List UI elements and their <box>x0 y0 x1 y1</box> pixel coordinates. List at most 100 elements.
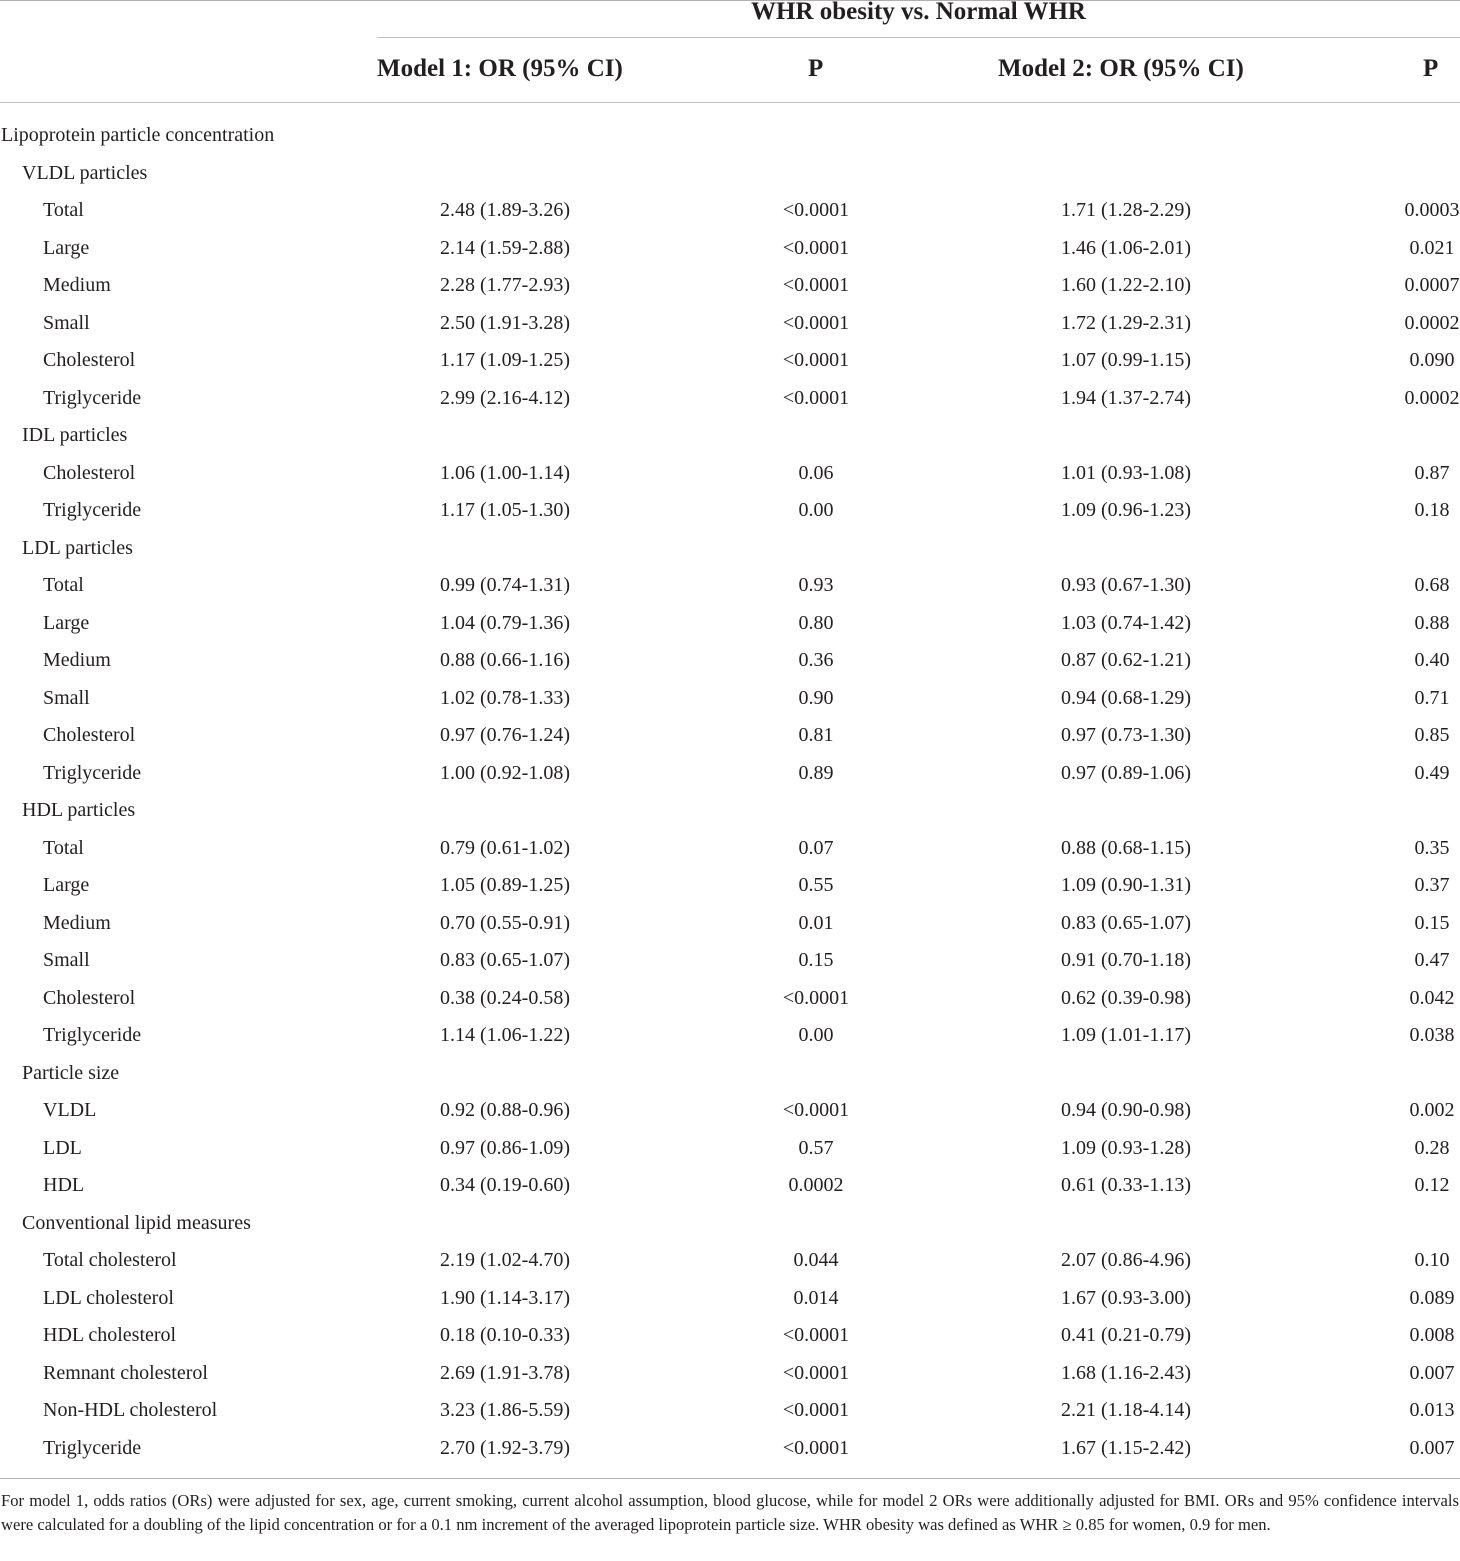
table-row: Small 0.83 (0.65-1.07) 0.15 0.91 (0.70-1.18… <box>0 942 1460 980</box>
top-rule <box>0 0 1460 1</box>
model1-or-cell: 0.79 (0.61-1.02) <box>440 836 570 859</box>
table-row: Small 2.50 (1.91-3.28) <0.0001 1.72 (1.29-2… <box>0 305 1460 343</box>
model2-p-cell: 0.013 <box>1409 1399 1455 1421</box>
row-label: Medium <box>43 911 111 934</box>
column-header-model2: Model 2: OR (95% CI) <box>998 55 1244 82</box>
model2-p-cell: 0.87 <box>1414 461 1450 484</box>
model1-p-cell: <0.0001 <box>782 349 850 371</box>
row-label: Cholesterol <box>43 349 136 371</box>
model2-or-cell: 1.09 (0.90-1.31) <box>1061 874 1191 896</box>
section-row: IDL particles <box>0 417 1460 455</box>
table-row: Cholesterol 1.17 (1.09-1.25) <0.0001 1.07 (… <box>0 342 1460 380</box>
model1-or-cell: 1.05 (0.89-1.25) <box>440 874 570 896</box>
row-label: Non-HDL cholesterol <box>43 1399 218 1421</box>
row-label: Large <box>43 236 90 259</box>
model2-p-cell: 0.007 <box>1409 1436 1455 1459</box>
column-header-p2: P <box>1423 55 1439 82</box>
model2-or-cell: 0.61 (0.33-1.13) <box>1061 1174 1191 1196</box>
model1-p-cell: 0.36 <box>798 649 834 671</box>
model1-p-cell: 0.014 <box>793 1286 839 1309</box>
model2-p-cell: 0.40 <box>1414 649 1450 671</box>
row-label: VLDL <box>43 1099 97 1121</box>
table-row: Triglyceride 1.14 (1.06-1.22) 0.00 1.09 (1.… <box>0 1017 1460 1055</box>
model1-or-cell: 2.69 (1.91-3.78) <box>440 1361 570 1384</box>
model2-or-cell: 1.09 (1.01-1.17) <box>1061 1024 1191 1046</box>
model1-p-cell: 0.15 <box>798 949 834 971</box>
model1-or-cell: 0.99 (0.74-1.31) <box>440 574 570 596</box>
model1-or-cell: 2.28 (1.77-2.93) <box>440 274 570 296</box>
table-row: Triglyceride 1.17 (1.05-1.30) 0.00 1.09 (0.… <box>0 492 1460 530</box>
model2-or-cell: 1.01 (0.93-1.08) <box>1061 461 1191 484</box>
model1-p-cell: <0.0001 <box>782 199 850 221</box>
row-label: Small <box>43 686 90 709</box>
model1-or-cell: 1.06 (1.00-1.14) <box>440 461 570 484</box>
model2-or-cell: 1.46 (1.06-2.01) <box>1061 236 1191 259</box>
model2-p-cell: 0.008 <box>1409 1324 1455 1346</box>
row-label: Triglyceride <box>43 386 142 409</box>
model1-p-cell: 0.06 <box>798 461 834 484</box>
model2-p-cell: 0.090 <box>1409 349 1455 371</box>
model1-p-cell: <0.0001 <box>782 1436 850 1459</box>
table-row: Cholesterol 0.97 (0.76-1.24) 0.81 0.97 (0.7… <box>0 717 1460 755</box>
section-row: LDL particles <box>0 530 1460 568</box>
table-row: Cholesterol 0.38 (0.24-0.58) <0.0001 0.62 (… <box>0 980 1460 1018</box>
model1-p-cell: 0.00 <box>798 499 834 521</box>
table-row: Small 1.02 (0.78-1.33) 0.90 0.94 (0.68-1.29… <box>0 680 1460 718</box>
row-label: LDL <box>43 1136 82 1159</box>
row-label: Total <box>43 836 84 859</box>
model2-or-cell: 0.97 (0.73-1.30) <box>1061 724 1191 746</box>
section-label: HDL particles <box>22 799 136 821</box>
table-row: LDL 0.97 (0.86-1.09) 0.57 1.09 (0.93-1.28) 0… <box>0 1130 1460 1168</box>
row-label: Triglyceride <box>43 499 142 521</box>
model1-p-cell: <0.0001 <box>782 1099 850 1121</box>
model2-p-cell: 0.49 <box>1414 761 1450 784</box>
model1-or-cell: 0.88 (0.66-1.16) <box>440 649 570 671</box>
section-label: LDL particles <box>22 536 133 559</box>
model2-or-cell: 1.72 (1.29-2.31) <box>1061 311 1191 334</box>
row-label: Total cholesterol <box>43 1249 177 1271</box>
model1-or-cell: 0.18 (0.10-0.33) <box>440 1324 570 1346</box>
model2-or-cell: 1.67 (0.93-3.00) <box>1061 1286 1191 1309</box>
row-label: Total <box>43 574 84 596</box>
row-label: Triglyceride <box>43 1436 142 1459</box>
model2-or-cell: 1.07 (0.99-1.15) <box>1061 349 1191 371</box>
model2-or-cell: 1.71 (1.28-2.29) <box>1061 199 1191 221</box>
row-label: HDL <box>43 1174 85 1196</box>
row-label: Small <box>43 949 90 971</box>
section-row: Conventional lipid measures <box>0 1205 1460 1243</box>
model1-p-cell: 0.00 <box>798 1024 834 1046</box>
model2-p-cell: 0.0002 <box>1404 311 1460 334</box>
table-row: HDL cholesterol 0.18 (0.10-0.33) <0.0001 0.… <box>0 1317 1460 1355</box>
row-label: HDL cholesterol <box>43 1324 177 1346</box>
model2-or-cell: 1.03 (0.74-1.42) <box>1061 611 1191 634</box>
model1-p-cell: <0.0001 <box>782 1361 850 1384</box>
model1-or-cell: 0.97 (0.76-1.24) <box>440 724 570 746</box>
table-row: Large 1.04 (0.79-1.36) 0.80 1.03 (0.74-1.42… <box>0 605 1460 643</box>
model2-or-cell: 0.41 (0.21-0.79) <box>1061 1324 1191 1346</box>
model2-or-cell: 1.09 (0.96-1.23) <box>1061 499 1191 521</box>
model2-p-cell: 0.002 <box>1409 1099 1455 1121</box>
header-rule <box>0 102 1460 103</box>
row-label: Cholesterol <box>43 461 136 484</box>
model1-or-cell: 1.02 (0.78-1.33) <box>440 686 570 709</box>
model2-p-cell: 0.47 <box>1414 949 1450 971</box>
model1-p-cell: <0.0001 <box>782 274 850 296</box>
model2-p-cell: 0.85 <box>1414 724 1450 746</box>
table-row: Medium 2.28 (1.77-2.93) <0.0001 1.60 (1.22-… <box>0 267 1460 305</box>
section-row: HDL particles <box>0 792 1460 830</box>
table-row: Remnant cholesterol 2.69 (1.91-3.78) <0.00… <box>0 1355 1460 1393</box>
table-row: Triglyceride 2.99 (2.16-4.12) <0.0001 1.94 … <box>0 380 1460 418</box>
model2-or-cell: 2.07 (0.86-4.96) <box>1061 1249 1191 1271</box>
row-label: Remnant cholesterol <box>43 1361 208 1384</box>
model1-p-cell: 0.044 <box>793 1249 839 1271</box>
model1-p-cell: 0.55 <box>798 874 834 896</box>
group-header-rule <box>377 37 1460 38</box>
model2-p-cell: 0.089 <box>1409 1286 1455 1309</box>
table-row: Total 0.99 (0.74-1.31) 0.93 0.93 (0.67-1.30… <box>0 567 1460 605</box>
model2-p-cell: 0.10 <box>1414 1249 1450 1271</box>
model1-or-cell: 0.92 (0.88-0.96) <box>440 1099 570 1121</box>
model2-p-cell: 0.0002 <box>1404 386 1460 409</box>
table-row: Cholesterol 1.06 (1.00-1.14) 0.06 1.01 (0.9… <box>0 455 1460 493</box>
model2-p-cell: 0.007 <box>1409 1361 1455 1384</box>
model1-or-cell: 1.00 (0.92-1.08) <box>440 761 570 784</box>
